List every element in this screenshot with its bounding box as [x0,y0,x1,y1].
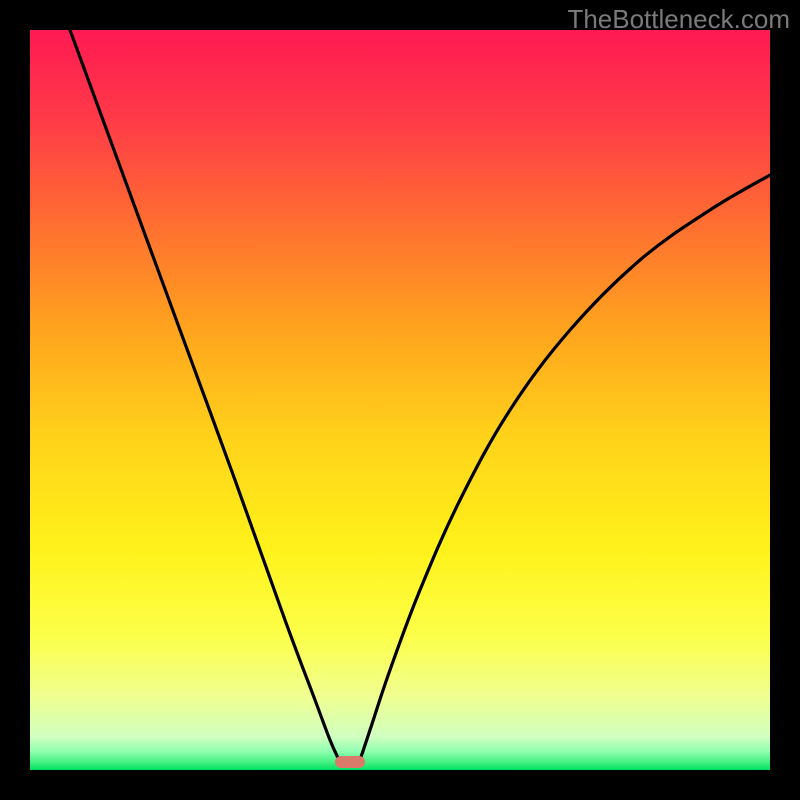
optimal-marker [335,756,365,768]
plot-area [30,30,770,770]
watermark-text: TheBottleneck.com [567,4,790,35]
bottleneck-curve [30,30,770,770]
chart-canvas: TheBottleneck.com [0,0,800,800]
curve-left-branch [70,30,339,760]
curve-right-branch [360,175,770,760]
